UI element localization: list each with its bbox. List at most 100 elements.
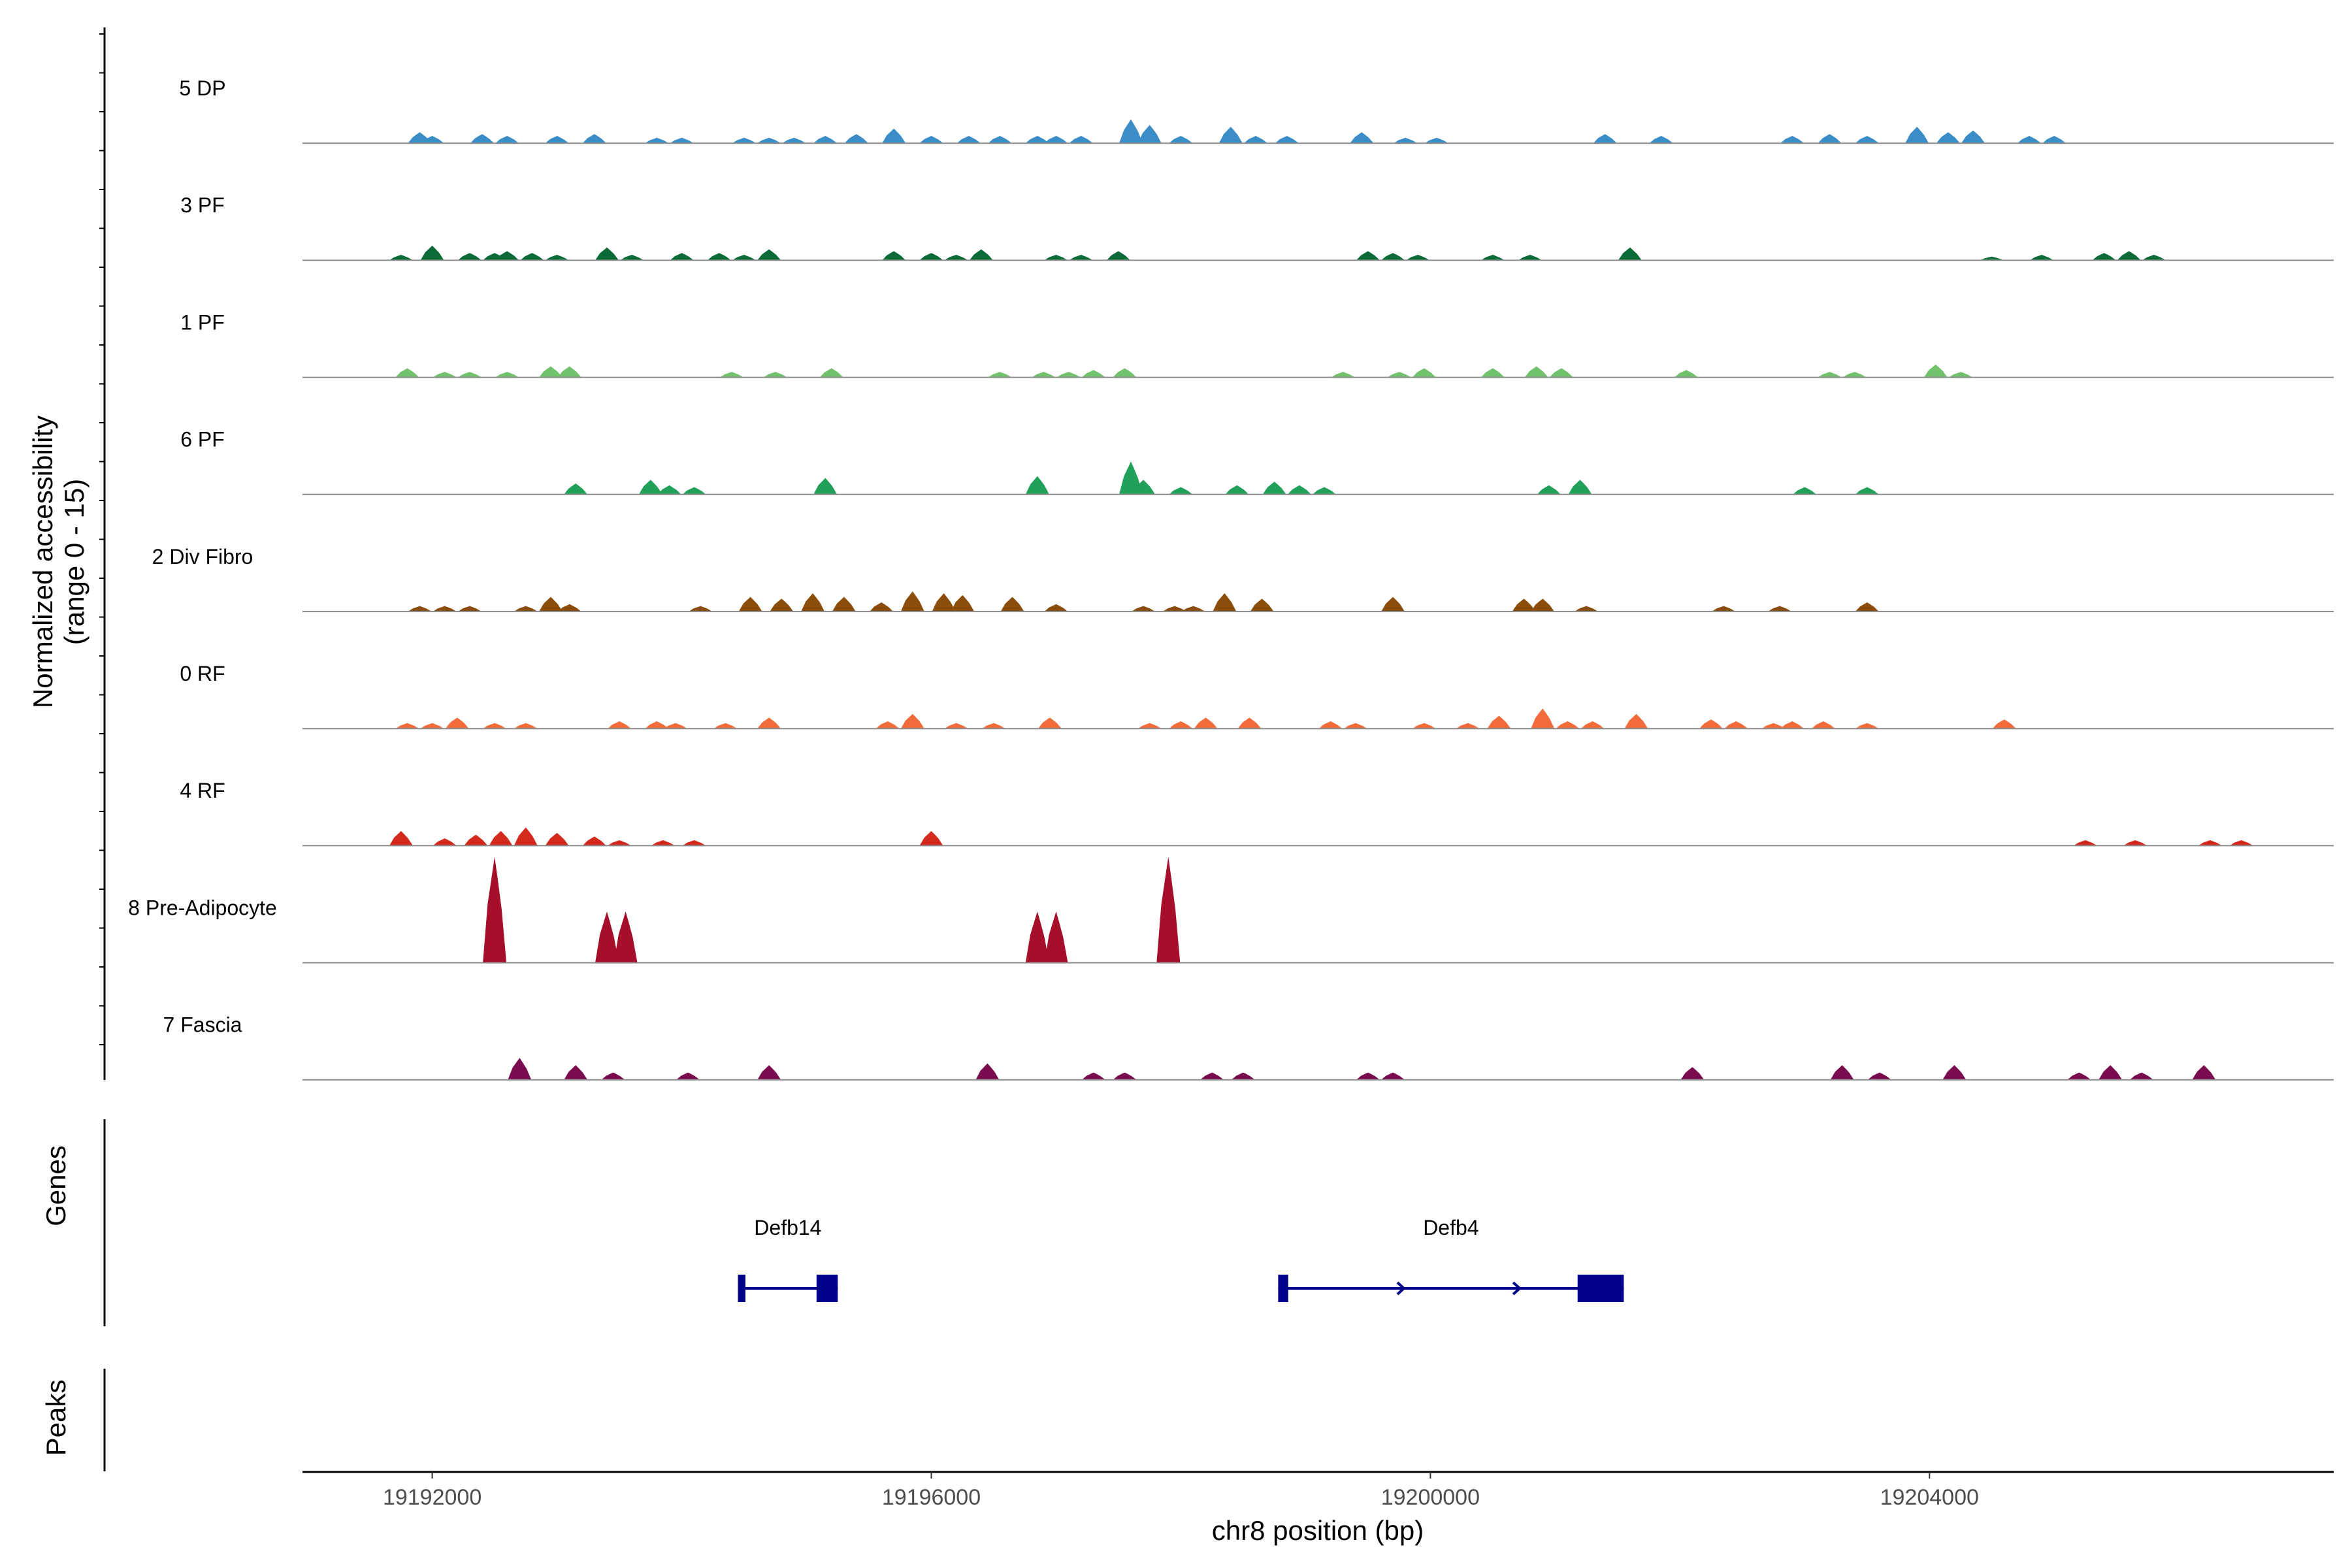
accessibility-peak	[988, 136, 1012, 144]
accessibility-peak	[1830, 1065, 1854, 1080]
track-label: 3 PF	[180, 193, 225, 217]
accessibility-peak	[900, 591, 924, 612]
accessibility-peak	[1132, 480, 1156, 495]
accessibility-peak	[1387, 372, 1411, 378]
accessibility-peak	[1992, 719, 2016, 729]
accessibility-peak	[389, 831, 413, 846]
track-label: 7 Fascia	[163, 1013, 242, 1037]
accessibility-peak	[608, 840, 632, 846]
accessibility-peak	[1618, 247, 1642, 261]
accessibility-peak	[1044, 255, 1068, 261]
accessibility-peak	[670, 253, 694, 261]
accessibility-peak	[2042, 136, 2066, 144]
accessibility-peak	[545, 255, 569, 261]
accessibility-peak	[1069, 136, 1093, 144]
track-7-fascia: 7 Fascia	[163, 1013, 2334, 1081]
accessibility-peak	[1162, 606, 1186, 612]
accessibility-peak	[932, 593, 956, 612]
accessibility-peak	[1518, 255, 1543, 261]
accessibility-peak	[1855, 487, 1879, 495]
accessibility-peak	[2123, 840, 2148, 846]
track-6-pf: 6 PF	[180, 428, 2334, 495]
accessibility-peak	[508, 1058, 532, 1080]
accessibility-peak	[2074, 840, 2097, 846]
accessibility-peak	[2067, 1072, 2091, 1080]
accessibility-peak	[582, 134, 606, 144]
accessibility-peak	[1275, 136, 1299, 144]
accessibility-peak	[1318, 721, 1343, 729]
accessibility-peak	[719, 372, 743, 378]
accessibility-peak	[676, 1072, 700, 1080]
accessibility-peak	[870, 602, 894, 612]
x-tick-label: 19192000	[383, 1485, 482, 1510]
accessibility-peak	[457, 606, 482, 612]
track-0-rf: 0 RF	[180, 662, 2334, 730]
accessibility-peak	[1531, 598, 1555, 612]
accessibility-peak	[645, 721, 669, 729]
accessibility-peak	[1032, 372, 1056, 378]
accessibility-peak	[2017, 136, 2041, 144]
accessibility-peak	[595, 247, 619, 261]
gene-exon	[1577, 1275, 1624, 1302]
x-axis-title: chr8 position (bp)	[1212, 1515, 1424, 1546]
accessibility-peak	[389, 255, 413, 261]
accessibility-peak	[2198, 840, 2222, 846]
accessibility-peak	[495, 136, 519, 144]
accessibility-peak	[1855, 723, 1879, 729]
accessibility-peak	[813, 136, 838, 144]
accessibility-peak	[2129, 1072, 2153, 1080]
accessibility-peak	[564, 483, 588, 495]
accessibility-peak	[457, 253, 482, 261]
y-axis	[99, 27, 106, 1080]
accessibility-peak	[1381, 596, 1405, 612]
accessibility-peak	[813, 478, 838, 495]
accessibility-peak	[495, 251, 519, 261]
accessibility-peak	[763, 372, 787, 378]
accessibility-peak	[433, 838, 457, 846]
accessibility-peak	[1225, 485, 1249, 495]
accessibility-peak	[975, 1063, 1000, 1080]
gene-exon	[738, 1275, 745, 1302]
accessibility-peak	[620, 255, 644, 261]
accessibility-peak	[1194, 717, 1218, 729]
accessibility-peak	[801, 593, 825, 612]
accessibility-peak	[495, 372, 519, 378]
accessibility-peak	[1949, 372, 1972, 378]
accessibility-peak	[539, 366, 563, 378]
y-axis-title-line2: (range 0 - 15)	[59, 479, 90, 645]
accessibility-peak	[445, 717, 469, 729]
accessibility-peak	[882, 128, 906, 144]
accessibility-peak	[1699, 719, 1723, 729]
accessibility-peak	[1037, 717, 1062, 729]
gene-defb4: Defb4	[1278, 1216, 1624, 1302]
accessibility-peak	[882, 251, 906, 261]
accessibility-peak	[832, 596, 856, 612]
accessibility-peak	[1412, 368, 1436, 378]
accessibility-peak	[1200, 1072, 1224, 1080]
accessibility-tracks: 5 DP 3 PF 1 PF 6 PF 2 Div Fibro 0 RF 4 RF 8 Pre…	[128, 76, 2334, 1081]
accessibility-peak	[1169, 721, 1193, 729]
accessibility-peak	[470, 134, 494, 144]
accessibility-peak	[1218, 127, 1243, 144]
accessibility-peak	[1169, 487, 1193, 495]
accessibility-peak	[1524, 366, 1548, 378]
accessibility-peak	[1412, 723, 1436, 729]
accessibility-peak	[1531, 708, 1555, 729]
accessibility-peak	[1580, 721, 1605, 729]
accessibility-peak	[651, 840, 675, 846]
accessibility-peak	[520, 253, 544, 261]
accessibility-peak	[1331, 372, 1355, 378]
accessibility-peak	[1000, 596, 1024, 612]
accessibility-peak	[1237, 717, 1262, 729]
accessibility-peak	[732, 137, 756, 144]
x-tick-label: 19196000	[882, 1485, 981, 1510]
track-label: 2 Div Fibro	[152, 545, 253, 568]
accessibility-peak	[1137, 125, 1162, 144]
accessibility-peak	[956, 136, 981, 144]
accessibility-peak	[1406, 255, 1430, 261]
accessibility-peak	[539, 596, 563, 612]
accessibility-peak	[1394, 137, 1418, 144]
accessibility-peak	[395, 368, 419, 378]
accessibility-peak	[433, 372, 457, 378]
accessibility-peak	[951, 595, 975, 612]
